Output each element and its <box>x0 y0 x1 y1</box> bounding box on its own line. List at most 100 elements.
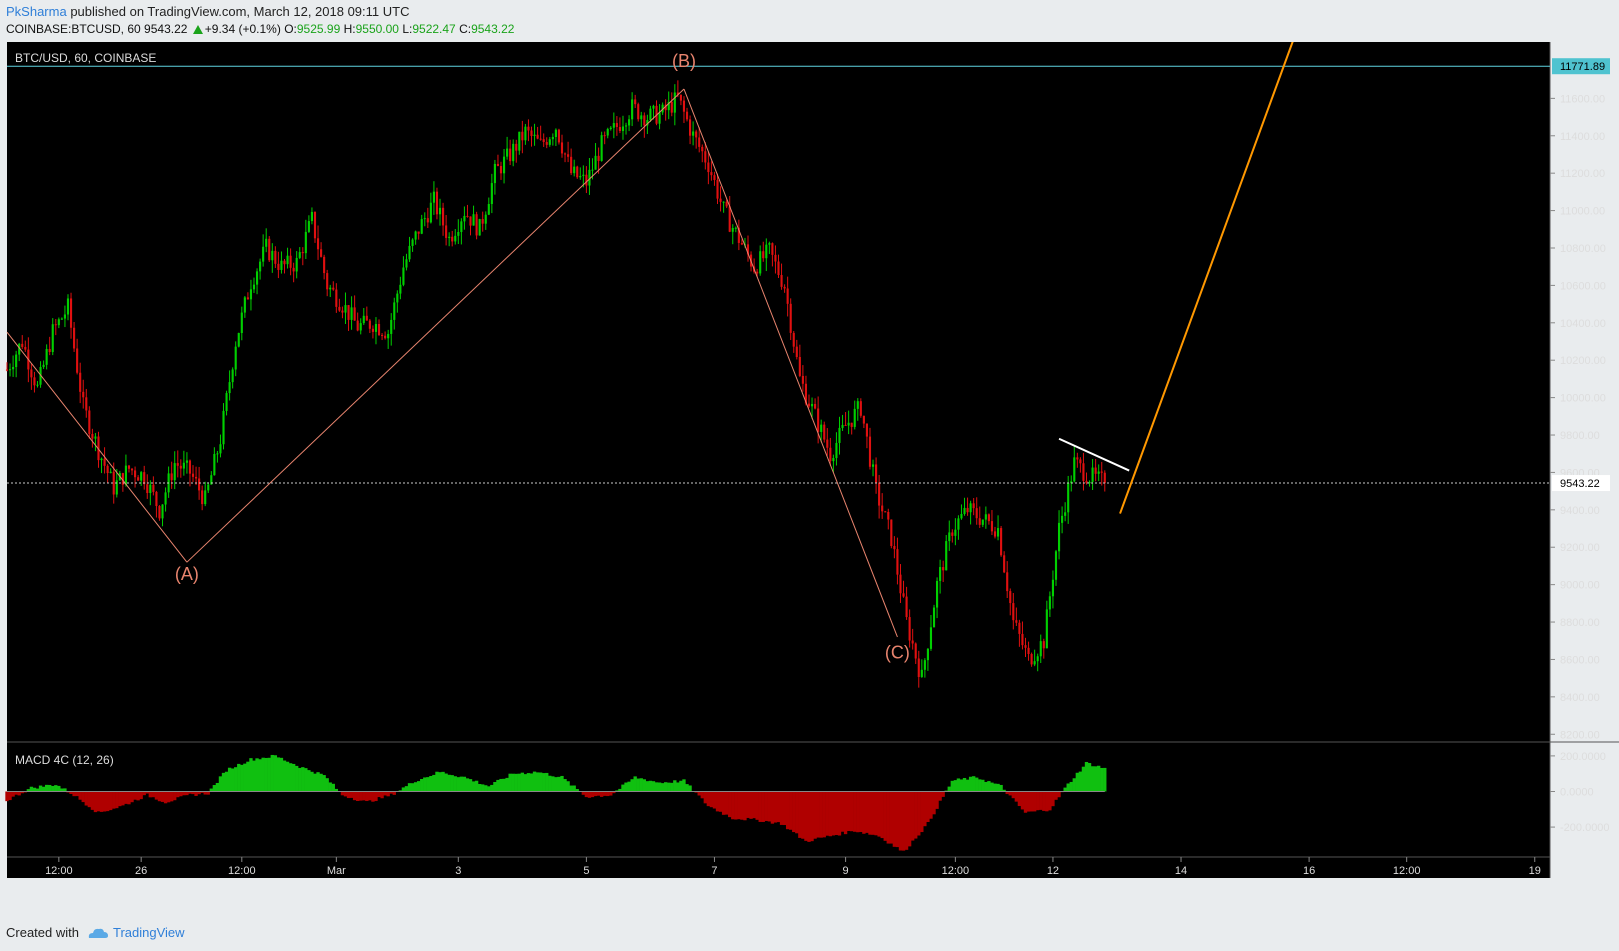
wave-line <box>683 88 898 638</box>
candle-body <box>826 439 829 448</box>
candle-body <box>957 518 960 530</box>
candles <box>5 80 1106 688</box>
candle-body <box>1024 645 1027 648</box>
time-tick-label: 12:00 <box>1393 865 1421 877</box>
candle-body <box>243 297 246 313</box>
candle-body <box>173 463 176 481</box>
price-tick-label: 10400.00 <box>1560 318 1606 330</box>
candle-body <box>262 246 265 262</box>
candle-body <box>512 143 515 162</box>
candle-body <box>374 324 378 332</box>
candle-body <box>487 204 490 215</box>
candle-body <box>618 127 621 132</box>
tradingview-cloud-icon <box>88 928 108 938</box>
candle-body <box>222 410 225 445</box>
created-with-text: Created with <box>6 925 79 940</box>
candle-body <box>54 324 57 326</box>
candle-body <box>810 403 814 407</box>
candle-body <box>381 334 384 336</box>
candle-body <box>106 465 109 474</box>
candle-body <box>396 293 399 303</box>
candle-body <box>926 648 929 661</box>
candle-body <box>353 307 356 321</box>
candle-body <box>731 228 734 232</box>
price-tick-label: 11400.00 <box>1560 131 1605 143</box>
candle-body <box>676 92 679 95</box>
open-label: O: <box>284 22 297 36</box>
candle-body <box>493 163 496 184</box>
candle-body <box>82 391 85 398</box>
candle-body <box>402 267 405 285</box>
candle-body <box>942 567 945 571</box>
candle-body <box>832 458 835 462</box>
time-tick-label: 14 <box>1175 865 1187 877</box>
candle-body <box>411 239 414 246</box>
low-value: 9522.47 <box>412 22 456 36</box>
candle-body <box>332 287 335 290</box>
candle-body <box>1076 457 1079 460</box>
candle-body <box>533 134 536 137</box>
candle-body <box>560 142 564 154</box>
candle-body <box>289 255 292 268</box>
candle-body <box>149 484 152 494</box>
author-link[interactable]: PkSharma <box>6 4 67 19</box>
candle-body <box>628 119 631 126</box>
candle-body <box>112 471 115 495</box>
price-tick-label: 8400.00 <box>1560 692 1600 704</box>
published-text: published on TradingView.com, March 12, … <box>66 4 410 19</box>
candle-body <box>432 191 435 203</box>
candle-body <box>326 273 329 290</box>
candle-body <box>33 377 36 386</box>
candle-body <box>426 218 429 223</box>
chart-area[interactable]: (A) (B) (C) 11600.00 11400.00 11200.00 11000.… <box>0 42 1619 920</box>
candle-body <box>414 231 417 240</box>
candle-body <box>609 127 612 130</box>
candle-body <box>283 260 286 265</box>
candle-body <box>682 100 686 112</box>
candle-body <box>804 383 808 404</box>
wave-label: (C) <box>885 643 910 663</box>
time-tick-label: 7 <box>711 865 717 877</box>
candle-body <box>57 319 60 326</box>
candle-body <box>768 243 771 245</box>
candle-body <box>18 343 21 355</box>
candle-body <box>969 503 972 513</box>
candle-body <box>271 250 274 261</box>
candle-body <box>191 473 195 477</box>
candle-body <box>1021 633 1024 646</box>
candle-body <box>225 393 228 411</box>
candle-body <box>1067 483 1070 513</box>
candle-body <box>716 180 719 199</box>
candle-body <box>875 464 878 483</box>
candle-body <box>621 126 625 132</box>
wave-label: (A) <box>175 564 199 584</box>
candle-body <box>914 643 917 659</box>
candle-body <box>24 346 27 350</box>
candle-body <box>295 257 298 272</box>
candle-body <box>905 596 908 618</box>
candle-body <box>637 104 640 120</box>
candle-body <box>820 424 823 432</box>
candle-body <box>756 271 759 274</box>
candle-body <box>908 617 911 641</box>
candle-body <box>5 369 9 371</box>
candle-body <box>274 250 277 264</box>
high-label: H: <box>343 22 356 36</box>
candle-body <box>338 306 341 311</box>
candle-body <box>652 105 655 109</box>
candle-body <box>606 129 609 136</box>
candle-body <box>1045 609 1048 649</box>
candle-body <box>280 260 283 270</box>
candle-body <box>347 305 350 320</box>
tradingview-link[interactable]: TradingView <box>112 925 185 940</box>
candle-body <box>155 491 158 506</box>
candle-body <box>1033 661 1036 665</box>
candle-body <box>393 302 396 320</box>
candle-body <box>536 134 539 139</box>
candle-body <box>188 460 192 474</box>
candle-body <box>786 288 789 304</box>
tradingview-brand[interactable]: TradingView <box>87 925 185 940</box>
candle-body <box>673 92 676 113</box>
candle-body <box>576 166 579 178</box>
candle-body <box>640 115 643 120</box>
